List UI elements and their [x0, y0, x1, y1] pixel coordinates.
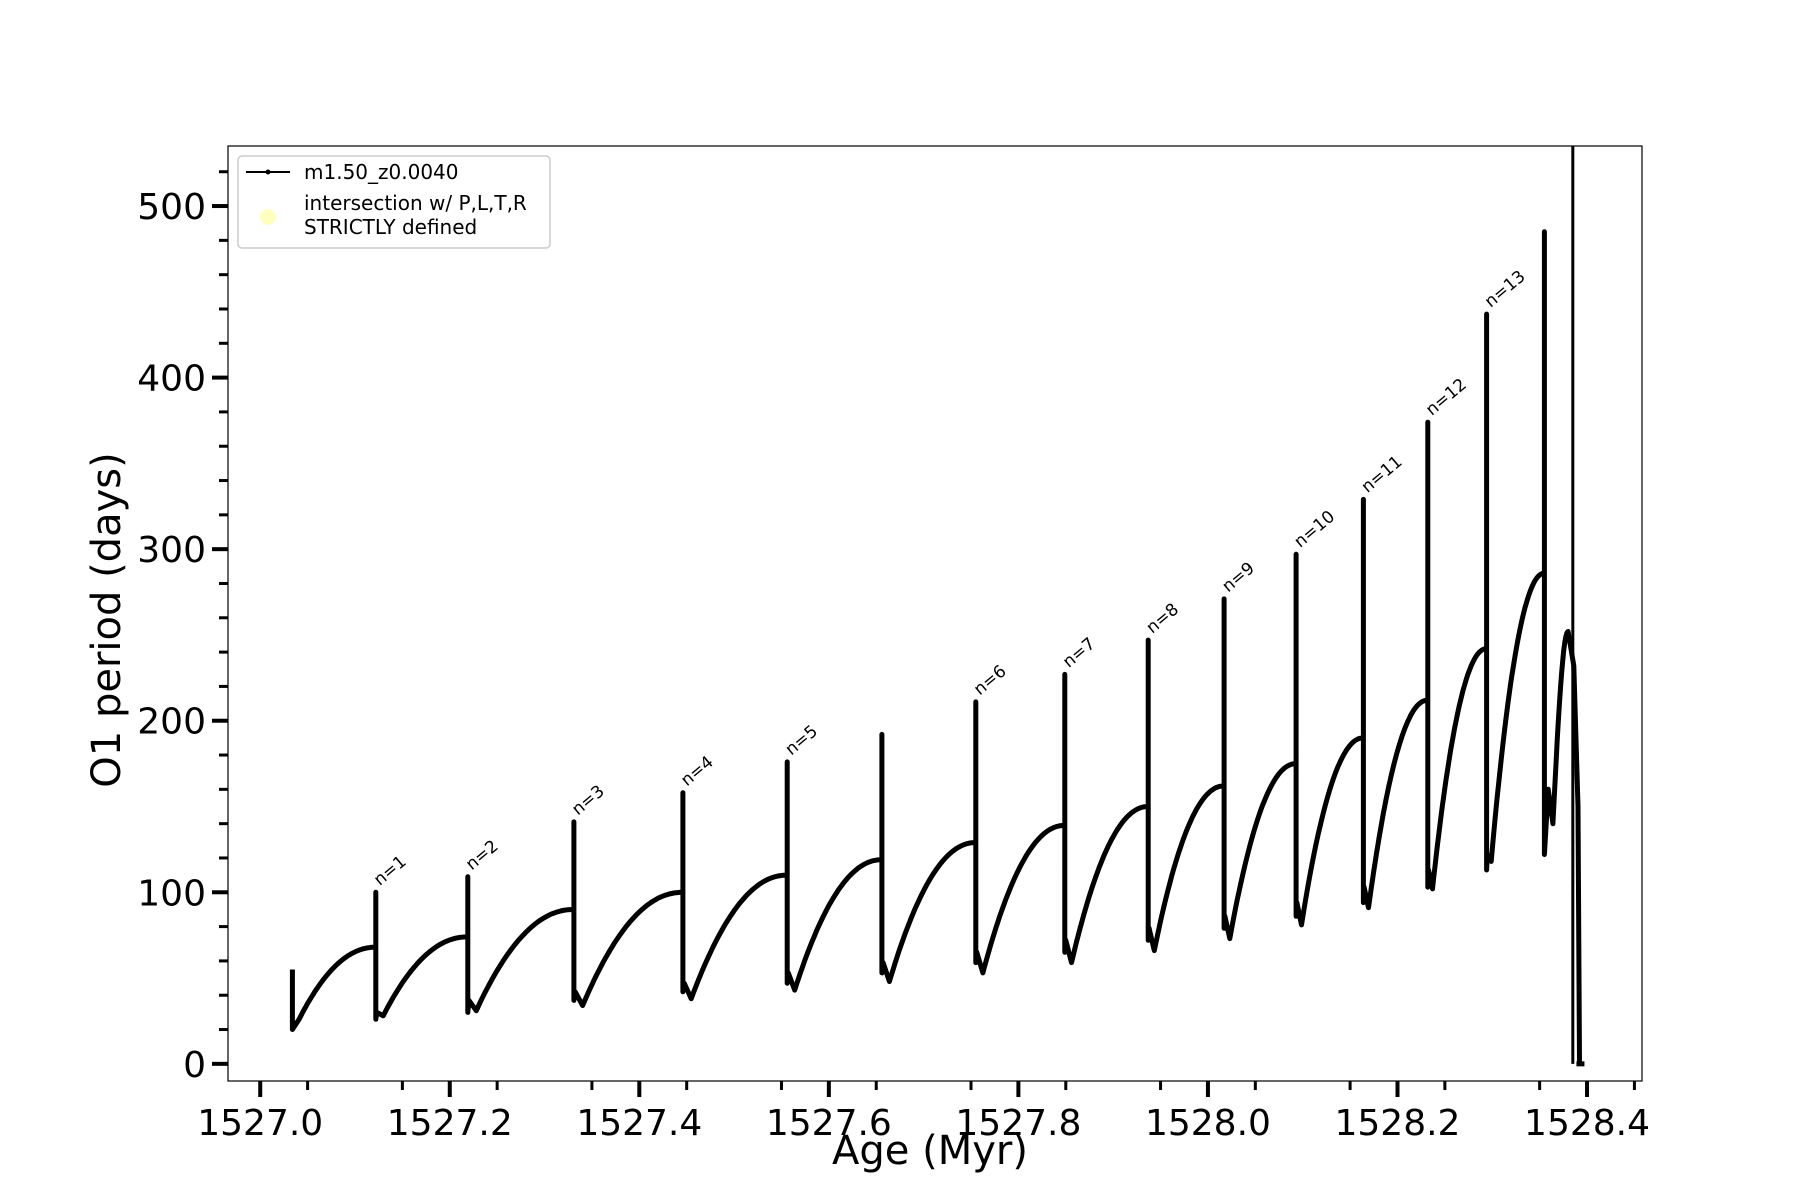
x-tick-label: 1527.6: [766, 1103, 892, 1144]
x-tick-label: 1527.2: [387, 1103, 513, 1144]
y-tick-label: 300: [137, 530, 206, 571]
y-tick-label: 100: [137, 873, 206, 914]
x-axis-label: Age (Myr): [832, 1128, 1028, 1174]
legend-box: [237, 155, 551, 249]
y-tick-label: 400: [137, 359, 206, 400]
y-tick-label: 200: [137, 702, 206, 743]
x-tick-label: 1527.4: [576, 1103, 702, 1144]
series-layer: [289, 146, 1585, 1067]
x-tick-label: 1528.4: [1524, 1103, 1650, 1144]
x-tick-label: 1527.8: [955, 1103, 1081, 1144]
legend-line-marker: [265, 169, 271, 175]
x-axis: 1527.0 1527.2 1527.4 1527.6 1527.8 1528.0 1528…: [197, 1081, 1650, 1144]
plot-frame: [227, 145, 1643, 1082]
y-tick-label: 500: [137, 187, 206, 228]
x-tick-label: 1528.0: [1145, 1103, 1271, 1144]
legend-circle-swatch: [260, 209, 276, 225]
y-tick-label: 0: [183, 1045, 206, 1086]
legend: m1.50_z0.0040 intersection w/ P,L,T,R STRI…: [237, 155, 551, 249]
x-tick-label: 1527.0: [197, 1103, 323, 1144]
series-line: [289, 229, 1582, 1064]
y-axis: 0 100 200 300 400 500: [137, 170, 228, 1086]
legend-label-series: m1.50_z0.0040: [304, 160, 459, 184]
x-tick-label: 1528.2: [1335, 1103, 1461, 1144]
legend-label-intersection: intersection w/ P,L,T,R STRICTLY defined: [304, 191, 527, 239]
y-axis-label: O1 period (days): [84, 452, 130, 787]
